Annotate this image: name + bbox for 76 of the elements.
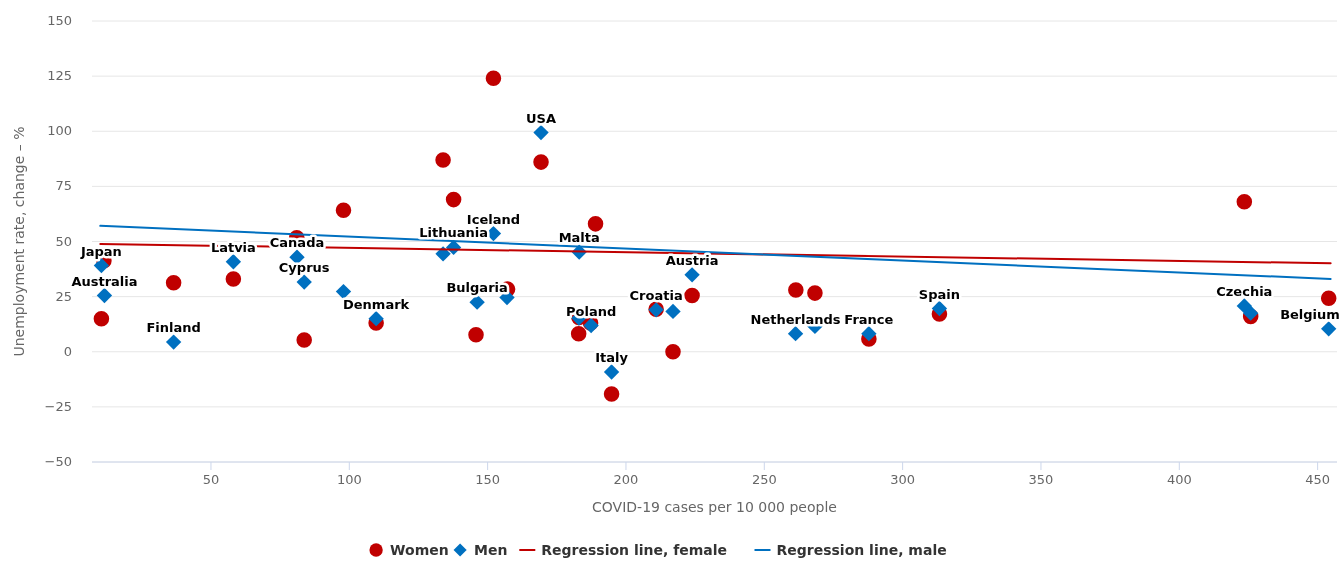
point xyxy=(296,274,312,290)
point xyxy=(1321,321,1337,337)
x-tick-label: 250 xyxy=(751,472,777,487)
point xyxy=(1236,194,1253,210)
data-label: Italy xyxy=(595,350,629,366)
y-tick-label: −25 xyxy=(44,398,72,414)
point xyxy=(165,334,182,350)
x-tick-label: 300 xyxy=(890,472,916,487)
point xyxy=(225,271,242,287)
point xyxy=(296,332,312,348)
point xyxy=(93,310,110,327)
point xyxy=(1243,305,1259,321)
data-label: Netherlands xyxy=(750,311,841,327)
point xyxy=(665,303,681,320)
data-label: Japan xyxy=(79,243,122,259)
y-axis-title: Unemployment rate, change – % xyxy=(11,126,27,357)
point xyxy=(788,282,804,298)
y-tick-label: 0 xyxy=(63,343,72,359)
point xyxy=(603,364,620,380)
x-axis-title: COVID-19 cases per 10 000 people xyxy=(592,499,837,515)
x-tick-label: 400 xyxy=(1166,472,1192,487)
data-label: Croatia xyxy=(629,287,683,303)
point xyxy=(485,70,502,87)
point xyxy=(533,154,549,170)
point xyxy=(807,285,823,301)
data-label: Spain xyxy=(918,286,961,302)
y-tick-label: −50 xyxy=(44,454,72,469)
legend-label: Women xyxy=(390,542,449,558)
point xyxy=(368,311,384,327)
point xyxy=(445,191,462,208)
point xyxy=(587,216,604,232)
point xyxy=(665,343,681,360)
point xyxy=(684,287,700,304)
point xyxy=(435,152,451,168)
point xyxy=(335,283,352,300)
point xyxy=(225,254,242,270)
y-tick-label: 150 xyxy=(47,13,72,28)
y-tick-label: 125 xyxy=(47,68,72,84)
y-tick-label: 75 xyxy=(55,178,72,194)
x-tick-label: 450 xyxy=(1305,472,1331,487)
legend-label: Men xyxy=(474,542,508,558)
data-label: Malta xyxy=(558,230,600,246)
point xyxy=(1320,290,1337,306)
point xyxy=(861,326,877,342)
point xyxy=(684,267,700,283)
point xyxy=(335,202,352,218)
data-label: Austria xyxy=(665,252,719,268)
y-tick-label: 25 xyxy=(55,288,72,304)
data-label: Belgium xyxy=(1280,306,1340,322)
data-label: Lithuania xyxy=(419,225,488,241)
x-tick-label: 100 xyxy=(336,472,362,487)
legend-label: Regression line, male xyxy=(776,542,947,558)
data-label: Cyprus xyxy=(278,260,330,276)
data-label: Iceland xyxy=(466,211,521,227)
point xyxy=(787,326,804,342)
point xyxy=(1236,298,1252,314)
point xyxy=(533,124,549,141)
data-label: Denmark xyxy=(343,296,410,312)
data-label: Finland xyxy=(146,320,201,336)
legend-label: Regression line, female xyxy=(541,542,728,558)
data-label: Poland xyxy=(565,303,617,319)
y-tick-label: 50 xyxy=(55,233,72,249)
x-tick-label: 50 xyxy=(202,472,220,487)
x-tick-label: 350 xyxy=(1028,472,1054,487)
data-label: Czechia xyxy=(1216,283,1273,299)
point xyxy=(603,386,620,402)
data-label: France xyxy=(844,311,894,327)
point xyxy=(468,327,484,343)
point xyxy=(570,325,587,342)
data-label: Australia xyxy=(71,273,138,289)
y-tick-label: 100 xyxy=(47,123,72,139)
data-label: USA xyxy=(526,110,557,126)
x-tick-label: 200 xyxy=(613,472,639,487)
x-tick-label: 150 xyxy=(475,472,501,487)
point xyxy=(96,287,113,304)
point xyxy=(165,274,182,291)
